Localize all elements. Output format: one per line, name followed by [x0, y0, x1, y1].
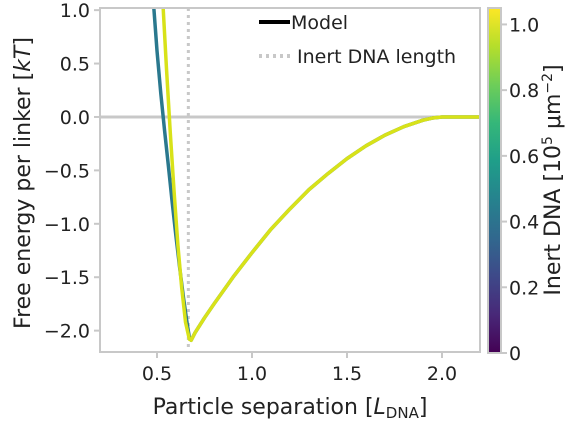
x-axis-label: Particle separation [LDNA]	[153, 395, 428, 422]
y-axis-label-italic: kT	[11, 44, 36, 72]
series-lines	[152, 8, 480, 342]
colorbar-tick-label: 0.4	[509, 212, 539, 234]
y-tick-label: 1.0	[60, 0, 90, 22]
x-axis-label-italic: L	[374, 395, 386, 420]
colorbar-label-sup: 5	[540, 136, 556, 145]
x-ticks: 0.5 1.0 1.5 2.0	[142, 352, 457, 385]
y-tick-label: 0.5	[60, 54, 90, 76]
x-axis-label-end: ]	[419, 395, 428, 420]
x-tick-label: 1.5	[332, 363, 362, 385]
colorbar-tick-label: 0.2	[509, 277, 539, 299]
colorbar-label-end: ]	[541, 64, 566, 73]
plot-area: 1.0 0.5 0.0 −0.5 −1.0 −1.5 −2.0 0.5 1.0 1.5 2.0	[44, 0, 481, 385]
x-tick-label: 1.0	[237, 363, 267, 385]
colorbar-gradient	[487, 7, 502, 354]
y-tick-label: −1.5	[44, 267, 90, 289]
y-tick-label: −2.0	[44, 321, 90, 343]
colorbar-tick-label: 0.6	[509, 146, 539, 168]
colorbar: 0 0.2 0.4 0.6 0.8 1.0 Inert DNA [105 μm−2]	[487, 7, 566, 365]
x-axis-label-main: Particle separation [	[153, 395, 374, 420]
colorbar-label-main: Inert DNA [10	[541, 145, 566, 296]
legend-model-label: Model	[291, 12, 348, 34]
colorbar-label-sup2: −2	[540, 73, 556, 94]
y-axis-label-main: Free energy per linker [	[11, 72, 36, 329]
y-tick-label: −1.0	[44, 214, 90, 236]
y-ticks: 1.0 0.5 0.0 −0.5 −1.0 −1.5 −2.0	[44, 0, 100, 343]
legend: Model Inert DNA length	[259, 12, 456, 68]
y-axis-label-end: ]	[11, 37, 36, 46]
colorbar-tick-label: 0.8	[509, 80, 539, 102]
colorbar-label-mid: μm	[541, 94, 566, 136]
colorbar-tick-label: 0	[509, 343, 521, 365]
x-tick-label: 0.5	[142, 363, 172, 385]
plot-frame	[99, 7, 481, 353]
y-tick-label: 0.0	[60, 107, 90, 129]
y-axis-label: Free energy per linker [kT]	[11, 37, 36, 329]
x-tick-label: 2.0	[427, 363, 457, 385]
series-line-1	[161, 8, 480, 342]
colorbar-ticks: 0 0.2 0.4 0.6 0.8 1.0	[501, 14, 539, 365]
x-axis-label-sub: DNA	[386, 404, 420, 422]
y-tick-label: −0.5	[44, 160, 90, 182]
legend-inert-label: Inert DNA length	[297, 46, 456, 68]
colorbar-label: Inert DNA [105 μm−2]	[540, 64, 566, 295]
colorbar-tick-label: 1.0	[509, 14, 539, 36]
